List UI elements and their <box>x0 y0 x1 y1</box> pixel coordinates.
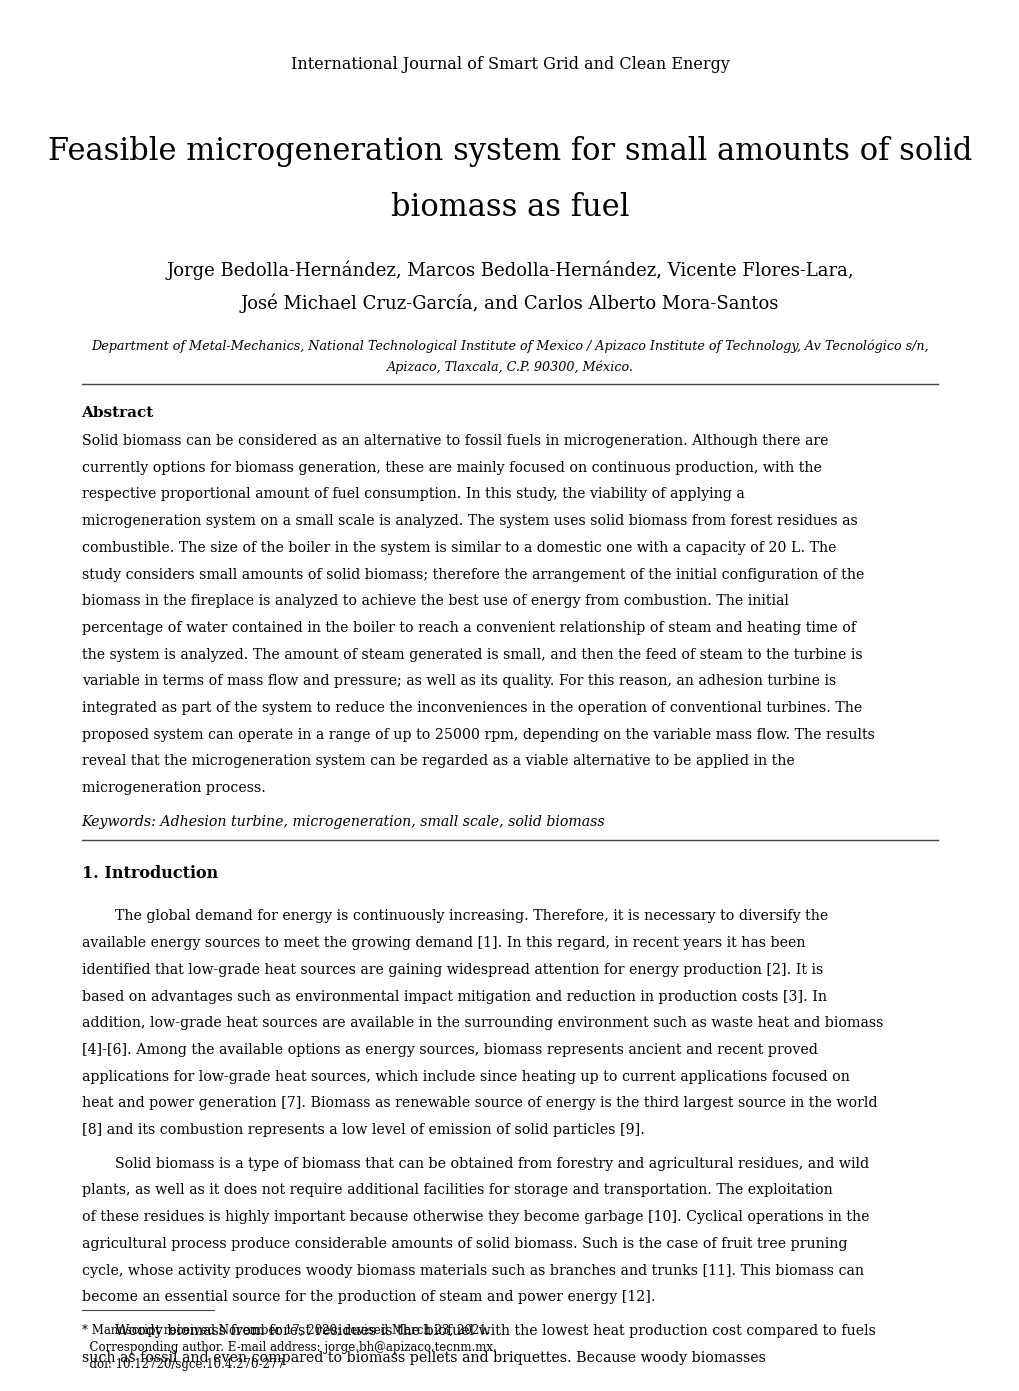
Text: plants, as well as it does not require additional facilities for storage and tra: plants, as well as it does not require a… <box>82 1184 832 1198</box>
Text: * Manuscript received November 17, 2020; revised March 23, 2021.: * Manuscript received November 17, 2020;… <box>82 1324 489 1337</box>
Text: Solid biomass can be considered as an alternative to fossil fuels in microgenera: Solid biomass can be considered as an al… <box>82 434 827 448</box>
Text: identified that low-grade heat sources are gaining widespread attention for ener: identified that low-grade heat sources a… <box>82 963 822 976</box>
Text: integrated as part of the system to reduce the inconveniences in the operation o: integrated as part of the system to redu… <box>82 701 861 715</box>
Text: Woody biomass from forest residues is the biofuel with the lowest heat productio: Woody biomass from forest residues is th… <box>115 1324 875 1338</box>
Text: José Michael Cruz-García, and Carlos Alberto Mora-Santos: José Michael Cruz-García, and Carlos Alb… <box>240 294 779 313</box>
Text: reveal that the microgeneration system can be regarded as a viable alternative t: reveal that the microgeneration system c… <box>82 754 794 768</box>
Text: International Journal of Smart Grid and Clean Energy: International Journal of Smart Grid and … <box>290 56 729 72</box>
Text: based on advantages such as environmental impact mitigation and reduction in pro: based on advantages such as environmenta… <box>82 989 825 1003</box>
Text: the system is analyzed. The amount of steam generated is small, and then the fee: the system is analyzed. The amount of st… <box>82 648 861 662</box>
Text: Corresponding author. E-mail address: jorge.bh@apizaco.tecnm.mx.: Corresponding author. E-mail address: jo… <box>82 1341 496 1353</box>
Text: such as fossil and even compared to biomass pellets and briquettes. Because wood: such as fossil and even compared to biom… <box>82 1351 764 1365</box>
Text: [4]-[6]. Among the available options as energy sources, biomass represents ancie: [4]-[6]. Among the available options as … <box>82 1043 816 1057</box>
Text: Feasible microgeneration system for small amounts of solid: Feasible microgeneration system for smal… <box>48 136 971 167</box>
Text: Abstract: Abstract <box>82 406 154 420</box>
Text: Apizaco, Tlaxcala, C.P. 90300, México.: Apizaco, Tlaxcala, C.P. 90300, México. <box>386 360 633 374</box>
Text: variable in terms of mass flow and pressure; as well as its quality. For this re: variable in terms of mass flow and press… <box>82 675 835 689</box>
Text: 1. Introduction: 1. Introduction <box>82 865 218 882</box>
Text: Keywords: Adhesion turbine, microgeneration, small scale, solid biomass: Keywords: Adhesion turbine, microgenerat… <box>82 815 604 829</box>
Text: applications for low-grade heat sources, which include since heating up to curre: applications for low-grade heat sources,… <box>82 1070 849 1084</box>
Text: percentage of water contained in the boiler to reach a convenient relationship o: percentage of water contained in the boi… <box>82 620 855 634</box>
Text: study considers small amounts of solid biomass; therefore the arrangement of the: study considers small amounts of solid b… <box>82 568 863 581</box>
Text: microgeneration process.: microgeneration process. <box>82 782 265 796</box>
Text: heat and power generation [7]. Biomass as renewable source of energy is the thir: heat and power generation [7]. Biomass a… <box>82 1096 876 1110</box>
Text: The global demand for energy is continuously increasing. Therefore, it is necess: The global demand for energy is continuo… <box>115 910 827 924</box>
Text: addition, low-grade heat sources are available in the surrounding environment su: addition, low-grade heat sources are ava… <box>82 1017 882 1031</box>
Text: proposed system can operate in a range of up to 25000 rpm, depending on the vari: proposed system can operate in a range o… <box>82 727 873 741</box>
Text: biomass as fuel: biomass as fuel <box>390 192 629 223</box>
Text: biomass in the fireplace is analyzed to achieve the best use of energy from comb: biomass in the fireplace is analyzed to … <box>82 594 788 608</box>
Text: of these residues is highly important because otherwise they become garbage [10]: of these residues is highly important be… <box>82 1210 868 1224</box>
Text: agricultural process produce considerable amounts of solid biomass. Such is the : agricultural process produce considerabl… <box>82 1237 846 1251</box>
Text: respective proportional amount of fuel consumption. In this study, the viability: respective proportional amount of fuel c… <box>82 487 744 501</box>
Text: currently options for biomass generation, these are mainly focused on continuous: currently options for biomass generation… <box>82 460 820 474</box>
Text: [8] and its combustion represents a low level of emission of solid particles [9]: [8] and its combustion represents a low … <box>82 1123 644 1136</box>
Text: doi: 10.12720/sgce.10.4.270-277: doi: 10.12720/sgce.10.4.270-277 <box>82 1358 284 1370</box>
Text: combustible. The size of the boiler in the system is similar to a domestic one w: combustible. The size of the boiler in t… <box>82 541 836 555</box>
Text: become an essential source for the production of steam and power energy [12].: become an essential source for the produ… <box>82 1291 654 1305</box>
Text: Jorge Bedolla-Hernández, Marcos Bedolla-Hernández, Vicente Flores-Lara,: Jorge Bedolla-Hernández, Marcos Bedolla-… <box>166 260 853 280</box>
Text: Department of Metal-Mechanics, National Technological Institute of Mexico / Apiz: Department of Metal-Mechanics, National … <box>91 339 928 353</box>
Text: Solid biomass is a type of biomass that can be obtained from forestry and agricu: Solid biomass is a type of biomass that … <box>115 1157 868 1171</box>
Text: cycle, whose activity produces woody biomass materials such as branches and trun: cycle, whose activity produces woody bio… <box>82 1263 863 1277</box>
Text: available energy sources to meet the growing demand [1]. In this regard, in rece: available energy sources to meet the gro… <box>82 936 804 950</box>
Text: microgeneration system on a small scale is analyzed. The system uses solid bioma: microgeneration system on a small scale … <box>82 515 857 529</box>
